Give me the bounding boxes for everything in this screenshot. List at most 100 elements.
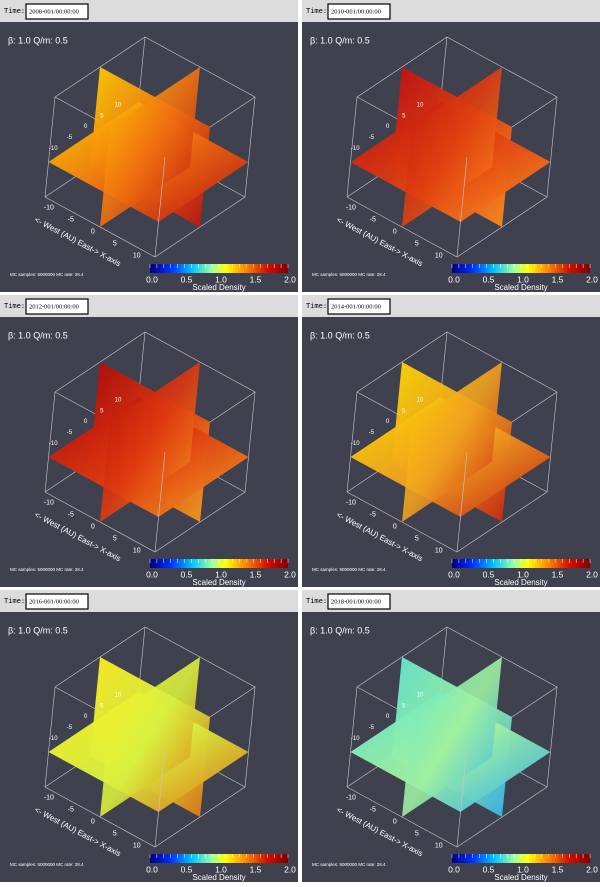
x-tick-label: 5 [113,241,117,248]
colorbar [150,854,288,863]
panel: Time: 2008-001/00:00:00 β: 1.0 Q/m: 0.5 -10… [0,0,298,292]
colorbar-tick-label: 1.5 [552,864,564,874]
params: β: 1.0 Q/m: 0.5 [8,35,68,45]
colorbar-tick-label: 2.0 [586,274,598,284]
box-edge [244,96,256,198]
box-edge [456,451,468,553]
params: β: 1.0 Q/m: 0.5 [310,625,370,635]
colorbar-tick-label: 1.0 [517,864,529,874]
x-tick-label: 5 [113,831,117,838]
y-tick-label: 0 [84,714,88,720]
y-tick-label: 10 [417,693,424,699]
colorbar-tick-label: 0.5 [483,864,495,874]
colorbar-tick-label: 2.0 [586,569,598,579]
mc-info: MC samples: 5000000 MC rate: 28.4 [10,862,84,867]
x-tick-label: 0 [91,819,95,826]
x-tick-label: -10 [44,205,54,212]
time-label: Time: [306,302,327,310]
time-label: Time: [306,7,327,15]
time-value: 2014-001/00:00:00 [331,303,381,310]
colorbar-title: Scaled Density [494,873,547,882]
box-edge [154,451,166,553]
y-tick-label: -5 [369,725,375,731]
y-tick-label: 5 [100,113,104,119]
colorbar-tick-label: 2.0 [586,864,598,874]
slice-plane [402,657,502,817]
time-label: Time: [4,597,25,605]
y-tick-label: -10 [49,736,58,742]
colorbar-title: Scaled Density [192,283,245,292]
colorbar-tick-label: 0.0 [146,864,158,874]
box-edge [244,391,256,493]
panel: Time: 2014-001/00:00:00 β: 1.0 Q/m: 0.5 -10… [302,295,600,587]
time-value: 2010-001/00:00:00 [331,8,381,15]
x-tick-label: 5 [113,536,117,543]
y-tick-label: -5 [369,430,375,436]
colorbar-tick-label: 1.5 [250,274,262,284]
colorbar-tick-label: 1.5 [250,864,262,874]
y-tick-label: -10 [49,441,58,447]
y-tick-label: 10 [115,398,122,404]
time-value: 2016-001/00:00:00 [29,598,79,605]
y-tick-label: 0 [84,419,88,425]
time-label: Time: [4,302,25,310]
colorbar [452,559,590,568]
box-edge [346,96,358,198]
x-tick-label: 5 [415,241,419,248]
box-edge [44,96,56,198]
colorbar-tick-label: 0.0 [448,569,460,579]
y-tick-label: 5 [402,703,406,709]
params: β: 1.0 Q/m: 0.5 [8,330,68,340]
x-tick-label: 10 [435,843,443,850]
mc-info: MC samples: 5000000 MC rate: 28.4 [312,272,386,277]
box-edge [44,391,56,493]
x-tick-label: 10 [435,253,443,260]
slice-plane [402,362,502,522]
y-tick-label: 10 [115,693,122,699]
x-tick-label: 0 [393,524,397,531]
x-tick-label: -5 [370,217,376,224]
x-tick-label: 0 [393,229,397,236]
y-tick-label: -10 [351,736,360,742]
x-tick-label: -10 [346,795,356,802]
colorbar-tick-label: 0.0 [146,274,158,284]
time-field [25,3,89,20]
y-tick-label: -5 [369,135,375,141]
box-edge [154,156,166,258]
slice-plane [100,657,200,817]
time-field [25,593,89,610]
colorbar-tick-label: 1.0 [215,569,227,579]
colorbar-tick-label: 0.5 [181,274,193,284]
colorbar [452,264,590,273]
time-value: 2018-001/00:00:00 [331,598,381,605]
panel: Time: 2012-001/00:00:00 β: 1.0 Q/m: 0.5 -10… [0,295,298,587]
mc-info: MC samples: 5000000 MC rate: 28.4 [10,272,84,277]
x-tick-label: -5 [68,807,74,814]
y-tick-label: -5 [67,135,73,141]
x-tick-label: -5 [370,807,376,814]
colorbar-tick-label: 0.5 [483,274,495,284]
y-tick-label: 0 [386,714,390,720]
colorbar-tick-label: 0.0 [448,864,460,874]
x-tick-label: 0 [393,819,397,826]
colorbar-tick-label: 1.5 [552,569,564,579]
colorbar [150,559,288,568]
colorbar [452,854,590,863]
colorbar-tick-label: 0.0 [448,274,460,284]
params: β: 1.0 Q/m: 0.5 [8,625,68,635]
colorbar-title: Scaled Density [192,578,245,587]
colorbar-tick-label: 1.0 [517,569,529,579]
y-tick-label: 5 [100,408,104,414]
time-label: Time: [4,7,25,15]
box-edge [456,156,468,258]
y-tick-label: -5 [67,430,73,436]
y-tick-label: -5 [67,725,73,731]
box-edge [154,746,166,848]
colorbar-tick-label: 0.5 [181,569,193,579]
colorbar-title: Scaled Density [494,283,547,292]
box-edge [346,391,358,493]
y-tick-label: -10 [351,146,360,152]
y-tick-label: -10 [351,441,360,447]
y-tick-label: 5 [402,113,406,119]
